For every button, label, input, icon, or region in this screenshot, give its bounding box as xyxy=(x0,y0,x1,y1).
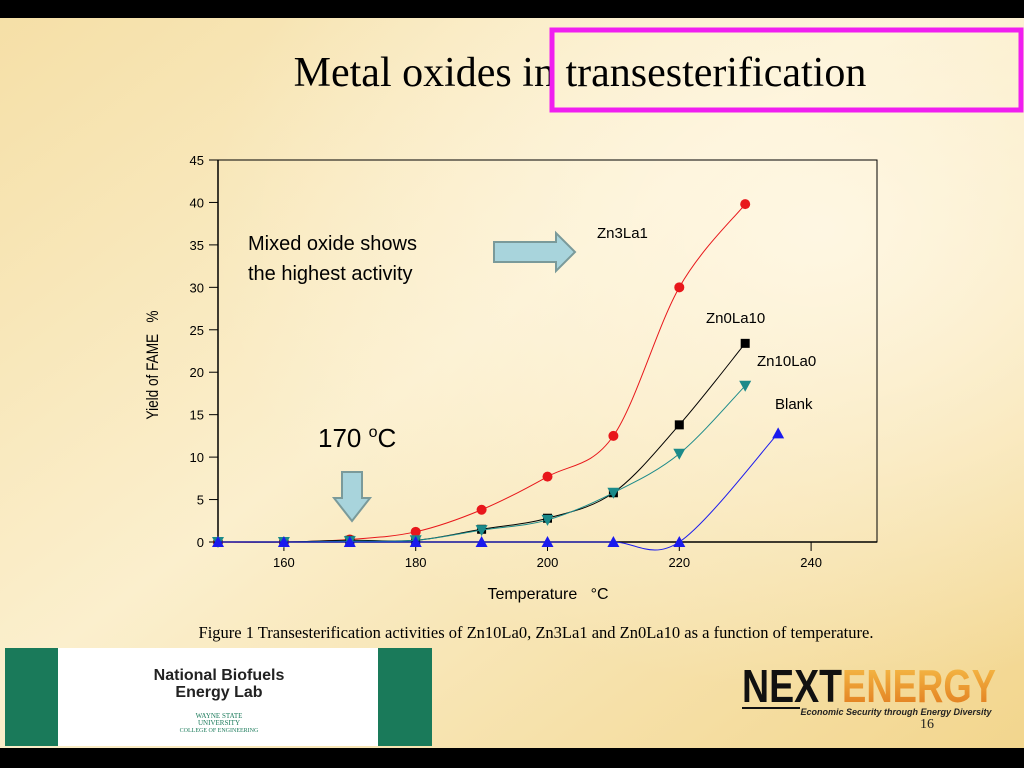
figure-caption: Figure 1 Transesterification activities … xyxy=(199,623,874,642)
data-point xyxy=(542,471,553,482)
slide-title: Metal oxides in transesterification xyxy=(294,50,867,96)
data-point xyxy=(475,525,488,537)
logo-right: NEXT ENERGY Economic Security through En… xyxy=(742,660,996,732)
y-tick-label: 30 xyxy=(190,280,204,295)
data-point xyxy=(740,199,751,210)
top-bar xyxy=(0,0,1024,18)
bottom-bar xyxy=(0,748,1024,768)
data-point xyxy=(740,338,750,348)
page-number: 16 xyxy=(920,717,934,732)
callout-unit: C xyxy=(378,423,397,453)
logo-text: National Biofuels xyxy=(154,667,285,684)
data-point xyxy=(674,420,684,430)
data-point xyxy=(475,536,488,547)
highlight-box xyxy=(549,27,1024,113)
data-point xyxy=(541,514,554,526)
logo-text: Energy Lab xyxy=(175,684,262,701)
logo-text: COLLEGE OF ENGINEERING xyxy=(180,728,259,734)
y-tick-label: 45 xyxy=(190,153,204,168)
data-point xyxy=(608,430,619,441)
x-axis-label: Temperature °C xyxy=(487,586,608,603)
logo-left: National Biofuels Energy Lab WAYNE STATE… xyxy=(5,648,432,746)
data-point xyxy=(674,282,685,293)
data-point xyxy=(409,536,422,547)
down-arrow xyxy=(331,471,373,523)
data-point xyxy=(607,536,620,547)
logo-stripe xyxy=(378,648,432,746)
series-label: Zn0La10 xyxy=(706,310,765,327)
data-point xyxy=(739,380,752,392)
x-tick-label: 180 xyxy=(405,555,427,570)
data-point xyxy=(772,427,785,439)
logo-text: WAYNE STATE xyxy=(196,712,243,720)
y-tick-label: 25 xyxy=(190,323,204,338)
y-tick-label: 0 xyxy=(197,535,204,550)
data-point xyxy=(410,526,421,537)
x-tick-label: 160 xyxy=(273,555,295,570)
series-label: Zn10La0 xyxy=(757,353,816,370)
logo-text: UNIVERSITY xyxy=(198,719,240,727)
series-label: Zn3La1 xyxy=(597,225,648,242)
logo-stripe xyxy=(5,648,58,746)
data-point xyxy=(277,536,290,547)
y-tick-label: 15 xyxy=(190,408,204,423)
data-point xyxy=(673,448,686,460)
data-point xyxy=(673,536,686,547)
callout: 170 oC xyxy=(318,423,396,453)
y-tick-label: 40 xyxy=(190,195,204,210)
data-point xyxy=(607,487,620,499)
callout-value: 170 xyxy=(318,423,369,453)
y-tick-label: 20 xyxy=(190,365,204,380)
x-tick-label: 220 xyxy=(668,555,690,570)
series-label: Blank xyxy=(775,396,813,413)
data-point xyxy=(541,536,554,547)
y-tick-label: 10 xyxy=(190,450,204,465)
data-point xyxy=(212,536,224,547)
x-tick-label: 240 xyxy=(800,555,822,570)
callout-arrow xyxy=(493,230,577,274)
y-tick-label: 35 xyxy=(190,238,204,253)
data-point xyxy=(476,504,487,515)
logo-panel xyxy=(5,648,432,746)
y-tick-label: 5 xyxy=(197,493,204,508)
y-axis-label: Yield of FAME % xyxy=(144,310,163,419)
callout-sup: o xyxy=(369,424,378,441)
logo-text: NEXT xyxy=(742,660,842,712)
logo-tagline: Economic Security through Energy Diversi… xyxy=(800,707,992,717)
x-tick-label: 200 xyxy=(537,555,559,570)
logo-text: ENERGY xyxy=(842,660,996,712)
data-point xyxy=(343,536,356,547)
chart: 0 5 10 15 20 25 30 35 40 45 160 180 200 220 240 Tempera… xyxy=(144,153,878,603)
annotation: the highest activity xyxy=(248,263,413,285)
annotation: Mixed oxide shows xyxy=(248,233,417,255)
